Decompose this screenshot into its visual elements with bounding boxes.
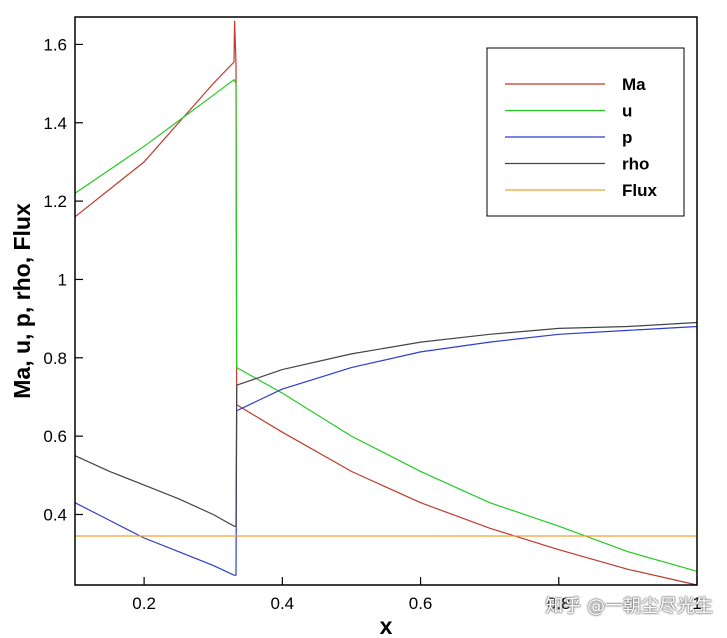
x-tick-label: 0.4	[271, 594, 295, 613]
y-axis-title: Ma, u, p, rho, Flux	[9, 203, 35, 399]
legend-label-u: u	[622, 102, 632, 121]
legend-label-ma: Ma	[622, 75, 646, 94]
y-tick-label: 0.6	[43, 427, 67, 446]
y-axis: 0.4 0.6 0.8 1 1.2 1.4 1.6	[43, 35, 83, 524]
y-tick-label: 1.2	[43, 192, 67, 211]
y-tick-label: 1	[58, 270, 67, 289]
y-tick-label: 0.4	[43, 505, 67, 524]
x-axis-title: x	[380, 613, 393, 638]
y-tick-label: 1.6	[43, 35, 67, 54]
legend-label-p: p	[622, 128, 632, 147]
y-tick-label: 0.8	[43, 349, 67, 368]
watermark: 知乎 @一朝尘尽光生	[545, 592, 713, 618]
y-tick-label: 1.4	[43, 114, 67, 133]
legend-label-flux: Flux	[622, 181, 657, 200]
x-tick-label: 0.6	[409, 594, 433, 613]
series-line-p	[75, 327, 697, 576]
x-tick-label: 0.2	[132, 594, 156, 613]
legend: Ma up rho Flux	[487, 48, 684, 216]
legend-label-rho: rho	[622, 155, 649, 174]
series-line-rho	[75, 323, 697, 527]
